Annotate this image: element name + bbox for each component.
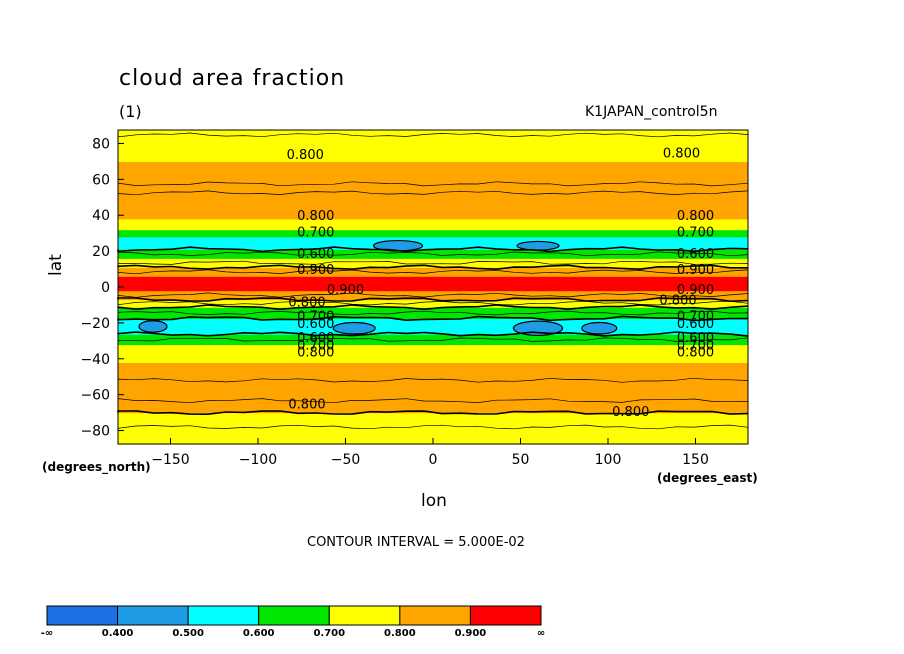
y-tick-label: 0 [101, 280, 110, 296]
y-tick-label: −20 [80, 316, 110, 332]
contour-label: 0.700 [677, 310, 714, 325]
x-axis-label: lon [421, 491, 447, 511]
x-tick-label: 100 [595, 452, 622, 468]
contour-label: 0.600 [297, 331, 334, 346]
contour-label: 0.900 [297, 263, 334, 278]
contour-label: 0.700 [297, 338, 334, 353]
colorbar-tick-label: 0.800 [384, 628, 416, 639]
contour-interval: CONTOUR INTERVAL = 5.000E-02 [307, 535, 525, 550]
colorbar-swatch [187, 605, 260, 626]
contour-line [117, 292, 749, 298]
contour-line [117, 297, 749, 303]
contour-blob [138, 320, 168, 333]
contour-label: 0.800 [288, 295, 325, 310]
contour-line [117, 190, 749, 196]
colorbar-tick-label: 0.500 [172, 628, 204, 639]
colorbar-swatch [399, 605, 471, 626]
x-tick-label: −50 [331, 452, 361, 468]
contour-label: 0.700 [677, 225, 714, 240]
x-tick-label: −150 [151, 452, 189, 468]
contour-line [117, 304, 749, 311]
colorbar-swatch [117, 605, 189, 626]
contour-line [117, 398, 749, 404]
x-tick-label: 150 [682, 452, 709, 468]
contour-line [117, 315, 749, 322]
contour-label: 0.900 [327, 283, 364, 298]
chart-subtitle: (1) [119, 102, 142, 121]
contour-label: 0.600 [677, 317, 714, 332]
contour-label: 0.800 [677, 346, 714, 361]
colorbar-tick-label: 0.400 [101, 628, 134, 639]
contour-label: 0.700 [677, 338, 714, 353]
colorbar-tick-label: ∞ [536, 628, 546, 639]
contour-label: 0.700 [297, 225, 334, 240]
colorbar-tick-label: 0.700 [313, 628, 346, 639]
contour-label: 0.800 [612, 405, 649, 420]
contour-blob [581, 321, 618, 335]
contour-line [117, 331, 749, 337]
contour-label: 0.600 [677, 247, 714, 262]
contour-label: 0.800 [288, 398, 325, 413]
contour-label: 0.800 [297, 346, 334, 361]
x-axis-ticks: −150 −100 −50 0 50 100 150 [151, 438, 709, 468]
contour-line [117, 246, 749, 253]
colorbar-tick-label: 0.600 [242, 628, 275, 639]
colorbar-swatch [469, 605, 542, 626]
y-tick-label: 80 [92, 136, 110, 152]
y-tick-label: 40 [92, 208, 110, 224]
contour-fill-bands [118, 130, 748, 445]
contour-blob [332, 321, 376, 335]
contour-label: 0.800 [677, 209, 714, 224]
contour-line [117, 377, 749, 383]
contour-label: 0.900 [677, 283, 714, 298]
y-units: (degrees_north) [42, 460, 151, 474]
colorbar-tick-label: -∞ [40, 628, 54, 639]
contour-label: 0.600 [297, 247, 334, 262]
dataset-name: K1JAPAN_control5n [585, 104, 718, 120]
contour-label: 0.800 [287, 148, 324, 163]
x-units: (degrees_east) [657, 471, 758, 485]
x-tick-label: 0 [429, 452, 438, 468]
colorbar [46, 605, 542, 626]
contour-label: 0.800 [297, 209, 334, 224]
contour-label: 0.900 [677, 263, 714, 278]
contour-label: 0.700 [297, 310, 334, 325]
contour-line [117, 260, 749, 265]
y-tick-label: −60 [80, 388, 110, 404]
contour-blob [512, 320, 564, 337]
y-tick-label: 20 [92, 244, 110, 260]
x-tick-label: −100 [239, 452, 277, 468]
y-tick-label: −80 [80, 424, 110, 440]
contour-line [117, 251, 749, 257]
y-axis-ticks: −80 −60 −40 −20 0 20 40 60 80 [80, 136, 124, 440]
contour-blob [516, 240, 560, 251]
contour-line [117, 424, 749, 430]
contour-label: 0.800 [659, 294, 696, 309]
colorbar-swatch [258, 605, 330, 626]
contour-line [117, 300, 749, 306]
colorbar-swatch [46, 605, 119, 626]
x-tick-label: 50 [512, 452, 530, 468]
contour-line [117, 132, 749, 138]
contour-line [117, 264, 748, 271]
colorbar-swatch [328, 605, 401, 626]
y-axis-label: lat [46, 254, 66, 276]
contour-line [117, 410, 749, 416]
contour-band [118, 130, 748, 132]
chart-title: cloud area fraction [119, 66, 346, 91]
y-tick-label: −40 [80, 352, 110, 368]
contour-label: 0.600 [297, 317, 334, 332]
colorbar-tick-label: 0.900 [454, 628, 487, 639]
contour-line [117, 181, 749, 187]
y-tick-label: 60 [92, 172, 110, 188]
contour-label: 0.800 [663, 146, 700, 161]
contour-lines [117, 132, 749, 430]
contour-label: 0.600 [677, 331, 714, 346]
contour-line [117, 337, 749, 342]
contour-line [117, 310, 749, 316]
